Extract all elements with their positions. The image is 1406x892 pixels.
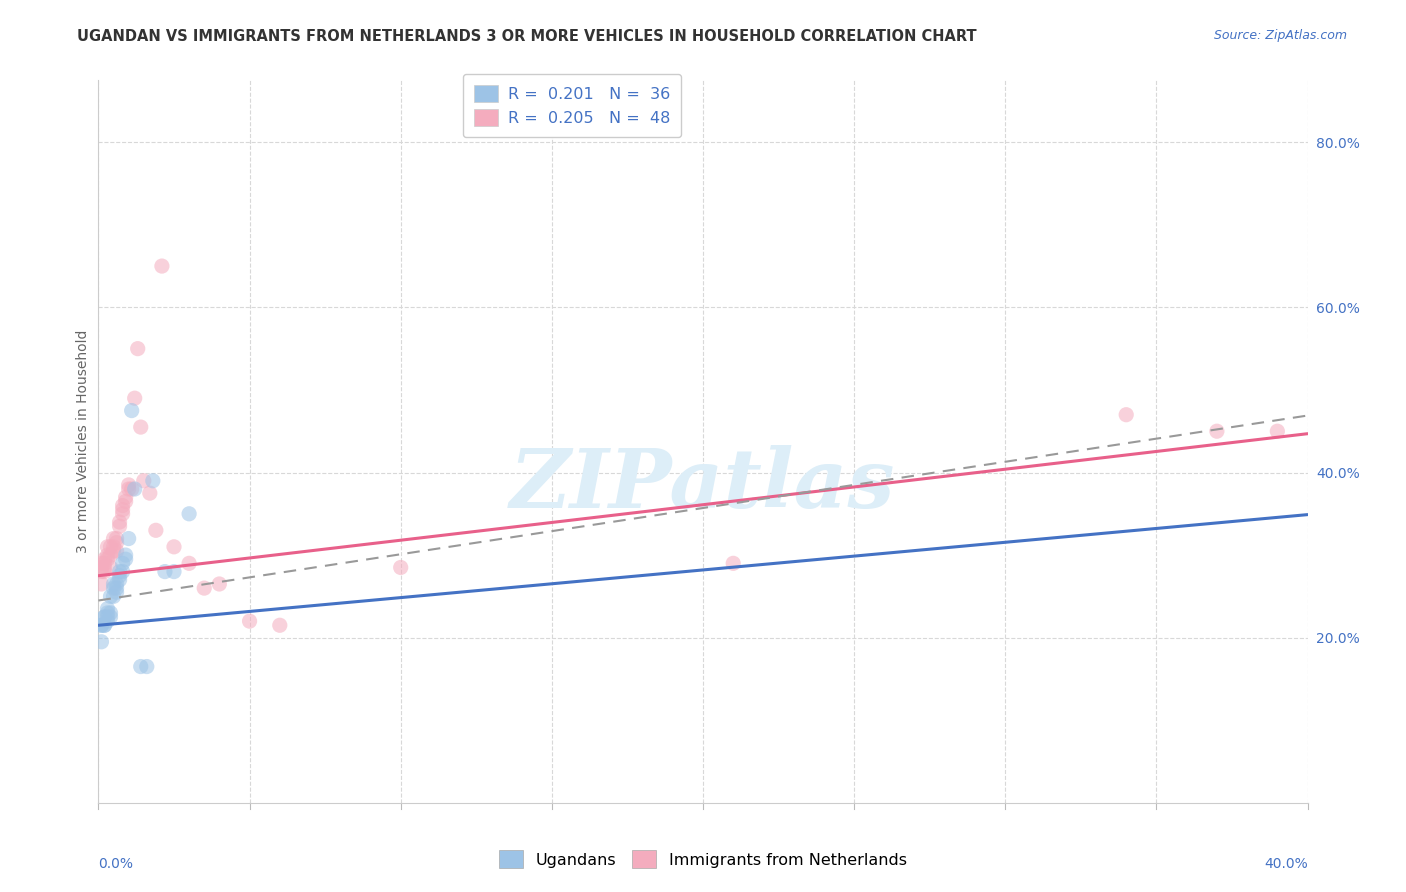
Point [93,618,115,632]
Point [105,535,128,549]
Point [239,614,262,628]
Point [111,499,134,513]
Point [96,614,118,628]
Point [142,474,165,488]
Point [108,573,131,587]
Point [100,548,122,562]
Point [96,548,118,562]
Point [129,659,152,673]
Text: UGANDAN VS IMMIGRANTS FROM NETHERLANDS 3 OR MORE VEHICLES IN HOUSEHOLD CORRELATI: UGANDAN VS IMMIGRANTS FROM NETHERLANDS 3… [77,29,977,45]
Point [118,482,141,496]
Point [108,568,131,582]
Point [108,565,131,579]
Text: Source: ZipAtlas.com: Source: ZipAtlas.com [1213,29,1347,43]
Point [723,557,745,571]
Point [108,519,131,533]
Point [90,618,112,632]
Point [193,581,215,595]
Point [179,507,201,521]
Point [269,618,291,632]
Point [105,581,128,595]
Point [150,259,173,273]
Text: 0.0%: 0.0% [98,857,134,871]
Point [90,577,112,591]
Point [111,565,134,579]
Point [1115,408,1137,422]
Point [114,494,136,508]
Point [93,565,115,579]
Point [111,502,134,516]
Point [90,634,112,648]
Point [135,659,157,673]
Point [100,540,122,554]
Point [108,515,131,529]
Point [179,557,201,571]
Point [139,486,162,500]
Point [111,507,134,521]
Point [111,557,134,571]
Point [118,478,141,492]
Point [124,391,146,405]
Y-axis label: 3 or more Vehicles in Household: 3 or more Vehicles in Household [76,330,90,553]
Point [100,610,122,624]
Point [100,590,122,604]
Point [129,420,152,434]
Point [121,482,143,496]
Text: 40.0%: 40.0% [1264,857,1308,871]
Point [96,540,118,554]
Point [114,490,136,504]
Point [114,548,136,562]
Point [208,577,231,591]
Point [90,560,112,574]
Point [90,557,112,571]
Point [103,581,125,595]
Point [93,552,115,566]
Point [103,540,125,554]
Point [103,577,125,591]
Point [93,560,115,574]
Point [96,601,118,615]
Point [163,565,186,579]
Point [103,590,125,604]
Point [145,524,167,538]
Point [132,474,155,488]
Point [105,585,128,599]
Point [103,532,125,546]
Text: ZIPatlas: ZIPatlas [510,445,896,524]
Point [96,606,118,620]
Point [100,606,122,620]
Point [93,618,115,632]
Point [96,610,118,624]
Point [153,565,176,579]
Point [93,610,115,624]
Point [389,560,412,574]
Point [105,532,128,546]
Point [93,557,115,571]
Point [127,342,149,356]
Point [103,544,125,558]
Point [118,532,141,546]
Point [121,403,143,417]
Legend: Ugandans, Immigrants from Netherlands: Ugandans, Immigrants from Netherlands [492,844,914,874]
Point [90,618,112,632]
Point [105,577,128,591]
Point [90,565,112,579]
Point [1267,424,1289,438]
Point [93,610,115,624]
Point [100,560,122,574]
Point [114,552,136,566]
Point [124,482,146,496]
Point [163,540,186,554]
Point [96,552,118,566]
Point [105,544,128,558]
Point [1206,424,1229,438]
